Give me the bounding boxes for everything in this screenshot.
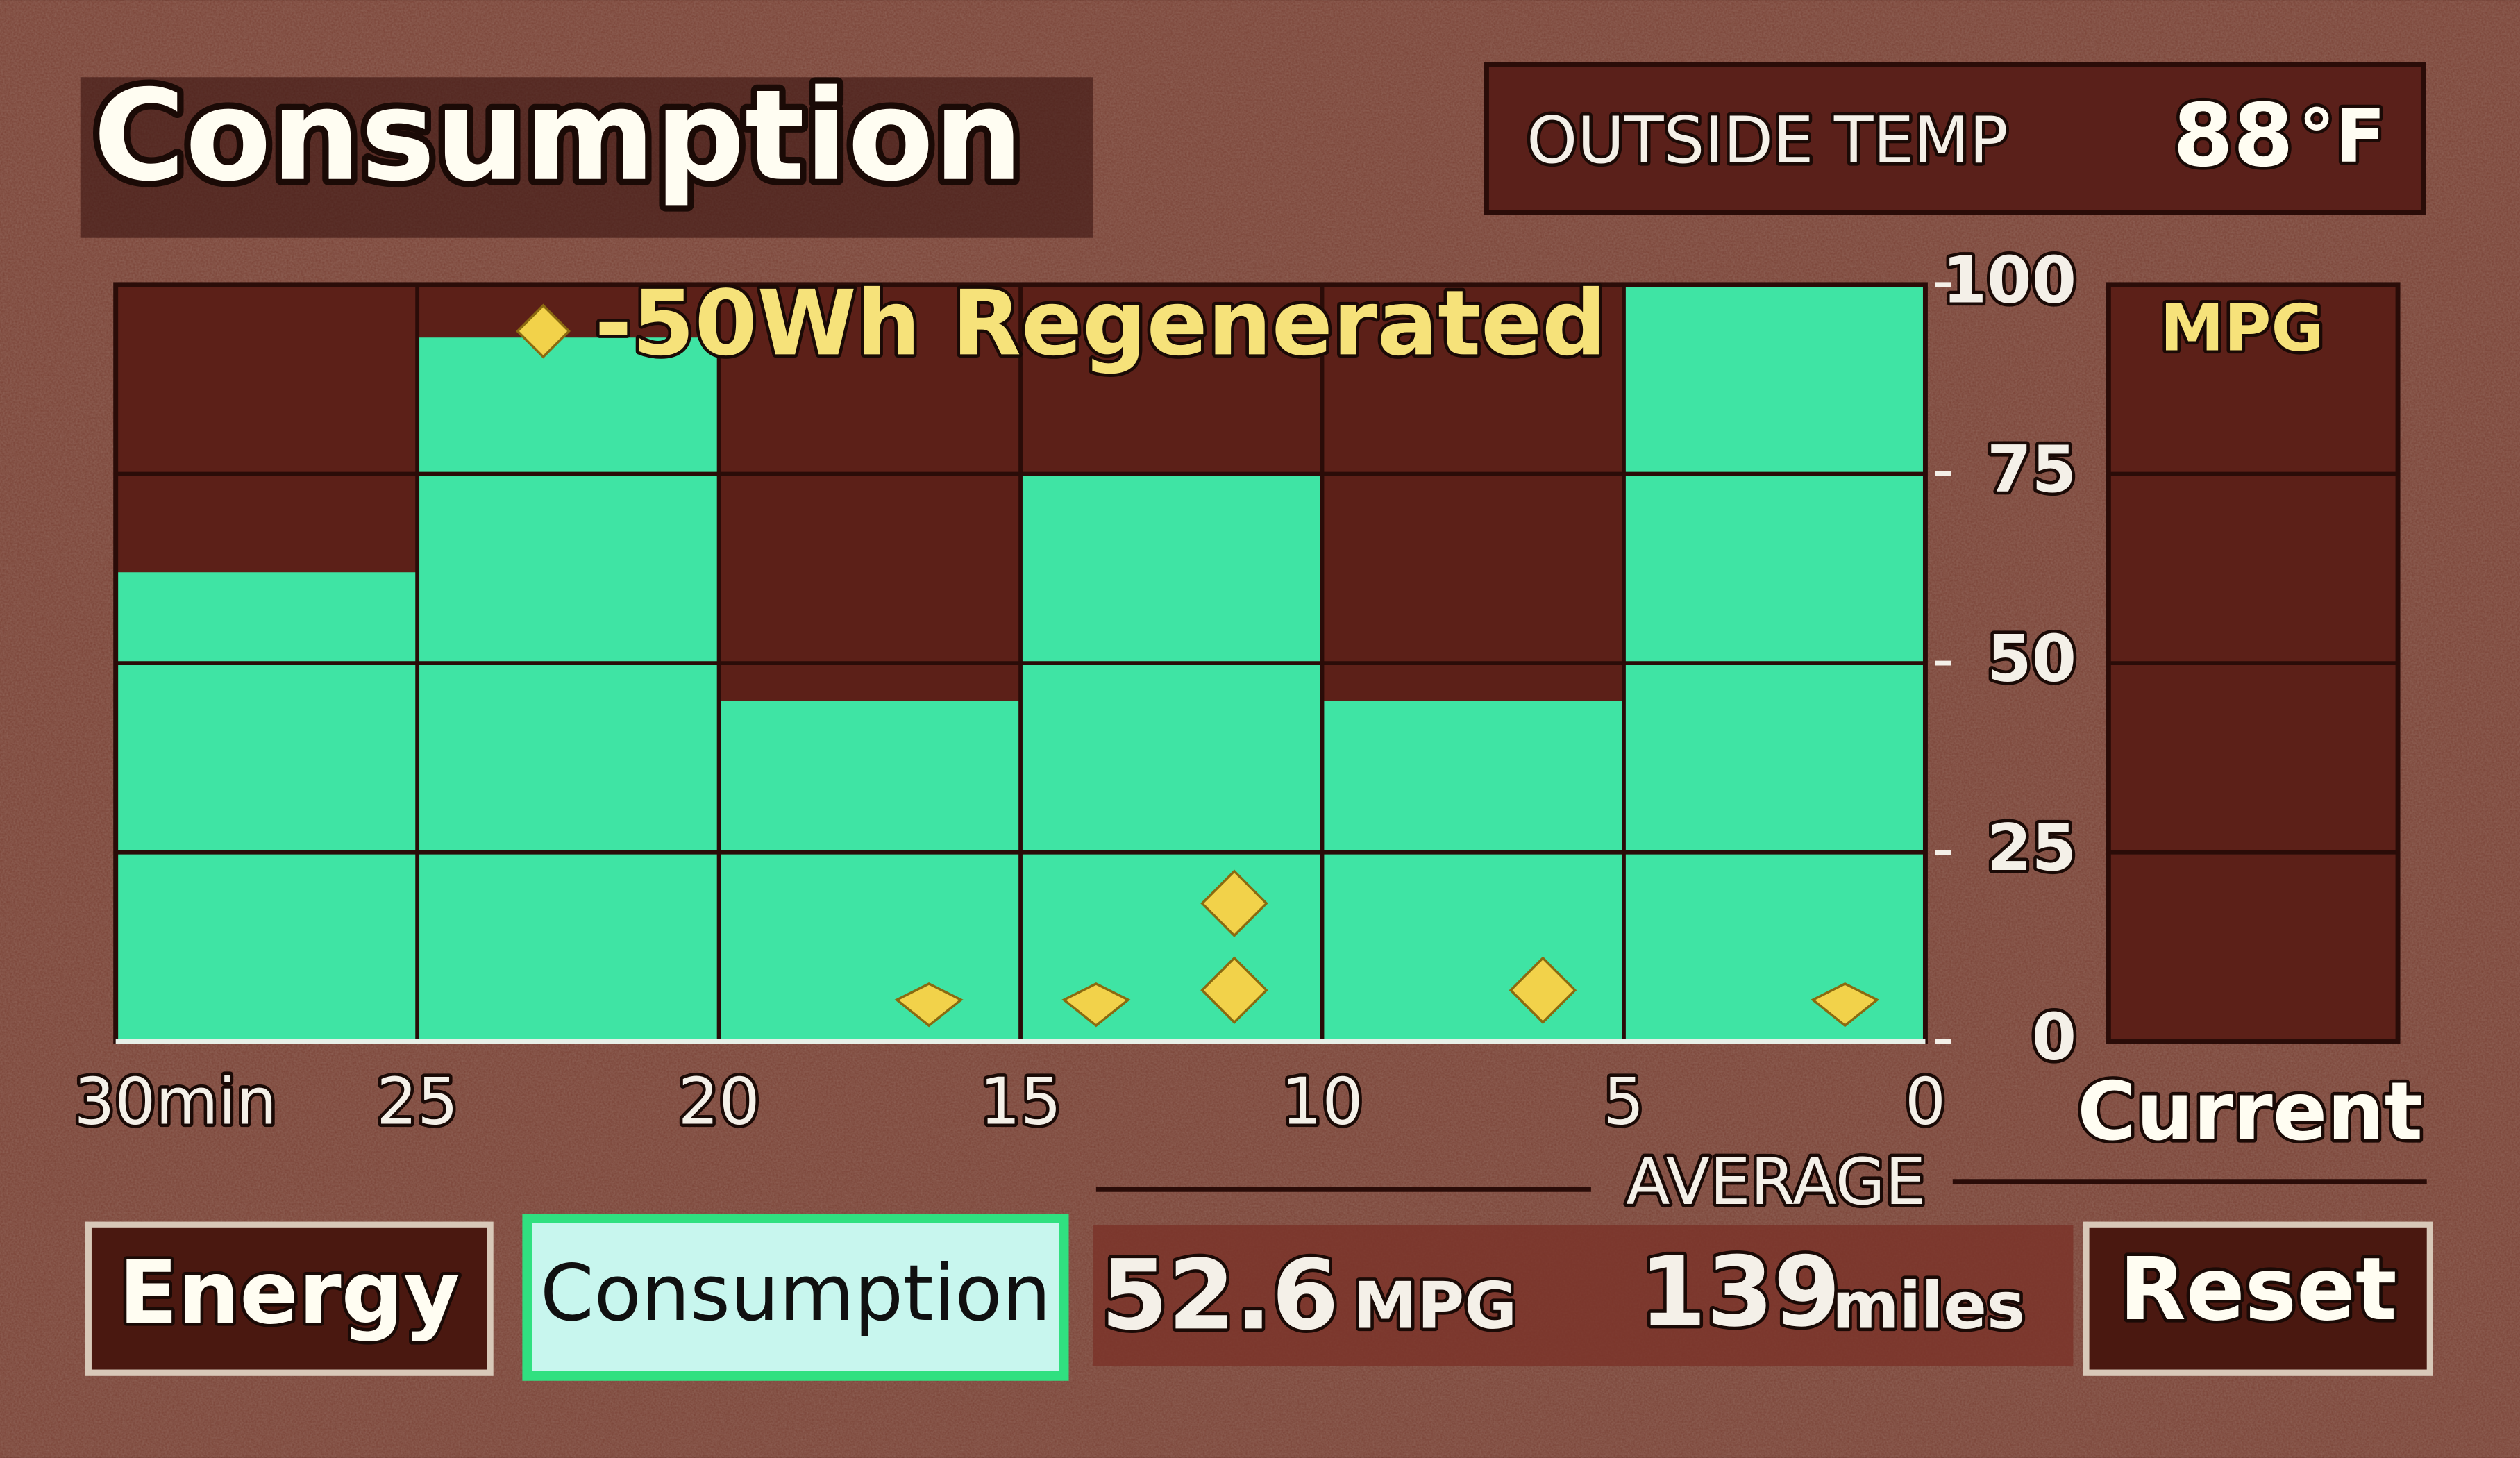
x-tick-label: 5 (1604, 1064, 1645, 1139)
current-mpg-label: MPG (2160, 291, 2324, 366)
y-tick-label: 0 (2032, 1000, 2076, 1075)
y-tick-label: 100 (1942, 242, 2076, 317)
average-miles-unit: miles (1832, 1268, 2025, 1343)
bars (115, 284, 1926, 1042)
reset-button[interactable]: Reset (2083, 1221, 2433, 1376)
button-frame[interactable] (522, 1213, 1069, 1381)
bar (115, 572, 418, 1042)
button-frame[interactable] (2083, 1221, 2433, 1376)
regen-icon (515, 303, 571, 359)
average-mpg-unit: MPG (1353, 1268, 1517, 1343)
regen-marker (1200, 956, 1268, 1024)
outside-temp-value: 88 (2173, 85, 2294, 186)
x-tick-label: 15 (980, 1064, 1061, 1139)
button-frame[interactable] (85, 1221, 494, 1376)
bar (719, 701, 1021, 1042)
bar (1020, 474, 1322, 1042)
regen-marker (1200, 869, 1268, 937)
button-label[interactable]: Reset (2116, 1237, 2400, 1343)
current-caption: Current (2077, 1066, 2423, 1159)
average-panel (1093, 1225, 2074, 1366)
x-tick-label: 0 (1905, 1064, 1946, 1139)
bar (1322, 701, 1624, 1042)
button-label[interactable]: Consumption (540, 1249, 1051, 1339)
x-tick-label: 30min (74, 1064, 276, 1139)
y-tick-label: 50 (1987, 621, 2076, 696)
y-tick-label: 25 (1987, 810, 2076, 885)
regen-marker (1509, 956, 1577, 1024)
regen-marker (894, 982, 964, 1028)
regen-marker (1061, 982, 1131, 1028)
bar (417, 337, 719, 1042)
consumption-button[interactable]: Consumption (522, 1213, 1069, 1381)
average-mpg: 52.6 (1101, 1239, 1339, 1351)
title-backdrop (80, 77, 1093, 238)
x-tick-label: 25 (376, 1064, 458, 1139)
outside-temp-unit: °F (2299, 94, 2386, 180)
regen-markers (515, 303, 1880, 1028)
x-tick-label: 10 (1282, 1064, 1363, 1139)
page-title: Consumption (93, 62, 1023, 209)
chart-annotation: -50Wh Regenerated (595, 271, 1606, 376)
energy-button[interactable]: Energy (85, 1221, 494, 1376)
current-grid (2108, 282, 2399, 1044)
outside-temp-panel (1484, 62, 2426, 215)
y-tick-label: 75 (1987, 432, 2076, 507)
average-label: AVERAGE (1626, 1144, 1926, 1219)
regen-marker (1811, 982, 1880, 1028)
outside-temp-label: OUTSIDE TEMP (1527, 103, 2008, 178)
button-label[interactable]: Energy (115, 1239, 463, 1346)
average-miles: 139 (1639, 1236, 1840, 1348)
x-tick-label: 20 (678, 1064, 760, 1139)
